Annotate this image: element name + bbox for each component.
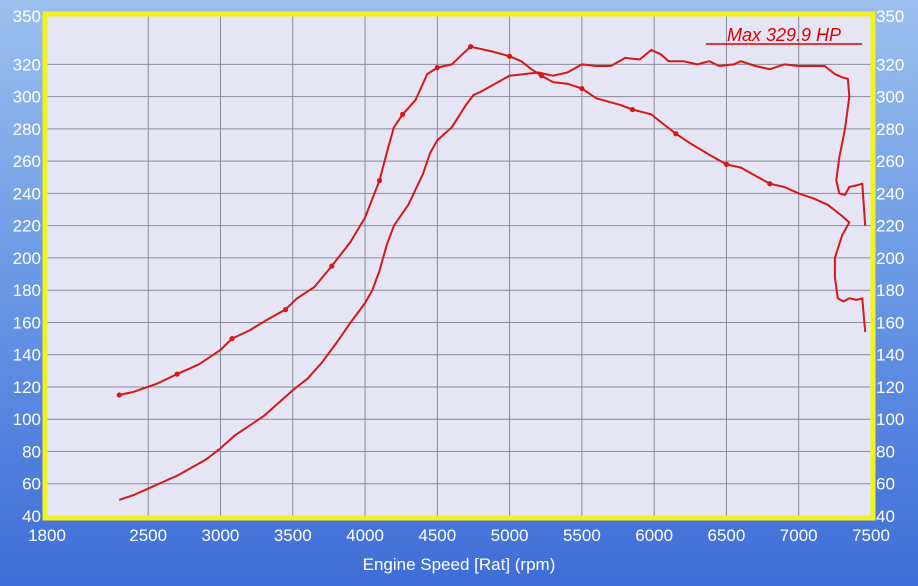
y-axis-right-ticks: 40 60 80 100 120 140 160 180 200 220 240 260 280 300 3…	[876, 7, 904, 526]
y-tick-label-left: 350	[13, 7, 41, 26]
x-tick-label: 6000	[635, 526, 673, 545]
x-tick-label: 7000	[780, 526, 818, 545]
y-tick-label-right: 220	[876, 217, 904, 236]
x-tick-label: 3500	[274, 526, 312, 545]
y-tick-label-left: 200	[13, 249, 41, 268]
y-tick-label-left: 40	[22, 507, 41, 526]
x-tick-label: 4500	[418, 526, 456, 545]
plot-area	[47, 16, 871, 516]
x-axis-ticks: 1800 2500 3000 3500 4000 4500 5000 5500 6000 6500…	[28, 526, 890, 545]
y-tick-label-left: 220	[13, 217, 41, 236]
y-tick-label-right: 300	[876, 88, 904, 107]
x-tick-label: 1800	[28, 526, 66, 545]
x-tick-label: 4000	[346, 526, 384, 545]
y-tick-label-left: 260	[13, 152, 41, 171]
y-tick-label-left: 240	[13, 184, 41, 203]
x-tick-label: 3000	[202, 526, 240, 545]
x-tick-label: 5500	[563, 526, 601, 545]
data-point	[400, 111, 406, 117]
y-tick-label-left: 320	[13, 55, 41, 74]
y-tick-label-right: 280	[876, 120, 904, 139]
plot-frame	[42, 11, 876, 521]
y-tick-label-left: 100	[13, 410, 41, 429]
y-tick-label-left: 80	[22, 442, 41, 461]
series-line-2	[118, 48, 867, 501]
data-point	[174, 371, 180, 377]
y-tick-label-right: 80	[876, 442, 895, 461]
max-hp-annotation: Max 329.9 HP	[727, 25, 841, 45]
data-point	[282, 306, 289, 313]
y-tick-label-right: 140	[876, 346, 904, 365]
data-point	[376, 177, 383, 184]
data-point	[329, 263, 335, 269]
y-tick-label-right: 240	[876, 184, 904, 203]
data-point	[767, 181, 773, 187]
data-point	[629, 106, 636, 113]
y-tick-label-left: 300	[13, 88, 41, 107]
y-tick-label-right: 320	[876, 55, 904, 74]
y-tick-label-right: 160	[876, 313, 904, 332]
y-tick-label-left: 180	[13, 281, 41, 300]
data-point	[229, 335, 235, 342]
x-tick-label: 7500	[852, 526, 890, 545]
y-tick-label-left: 120	[13, 378, 41, 397]
y-tick-label-left: 60	[22, 475, 41, 494]
y-axis-left-ticks: 40 60 80 100 120 140 160 180 200 220 240 260 280 300 3…	[13, 7, 41, 526]
x-tick-label: 6500	[708, 526, 746, 545]
data-point	[579, 85, 585, 92]
x-tick-label: 2500	[129, 526, 167, 545]
x-tick-label: 5000	[491, 526, 529, 545]
series-group	[116, 44, 867, 501]
y-tick-label-right: 260	[876, 152, 904, 171]
y-tick-label-left: 280	[13, 120, 41, 139]
y-tick-label-right: 100	[876, 410, 904, 429]
data-point	[673, 131, 679, 137]
data-point	[467, 44, 474, 50]
y-tick-label-right: 40	[876, 507, 895, 526]
data-point	[506, 53, 513, 59]
data-point	[116, 392, 122, 398]
data-point	[723, 161, 730, 167]
y-tick-label-right: 60	[876, 475, 895, 494]
y-tick-label-left: 140	[13, 346, 41, 365]
y-tick-label-left: 160	[13, 313, 41, 332]
y-tick-label-right: 180	[876, 281, 904, 300]
y-tick-label-right: 120	[876, 378, 904, 397]
y-tick-label-right: 350	[876, 7, 904, 26]
data-point	[434, 65, 440, 71]
y-tick-label-right: 200	[876, 249, 904, 268]
x-axis-label: Engine Speed [Rat] (rpm)	[363, 555, 556, 574]
